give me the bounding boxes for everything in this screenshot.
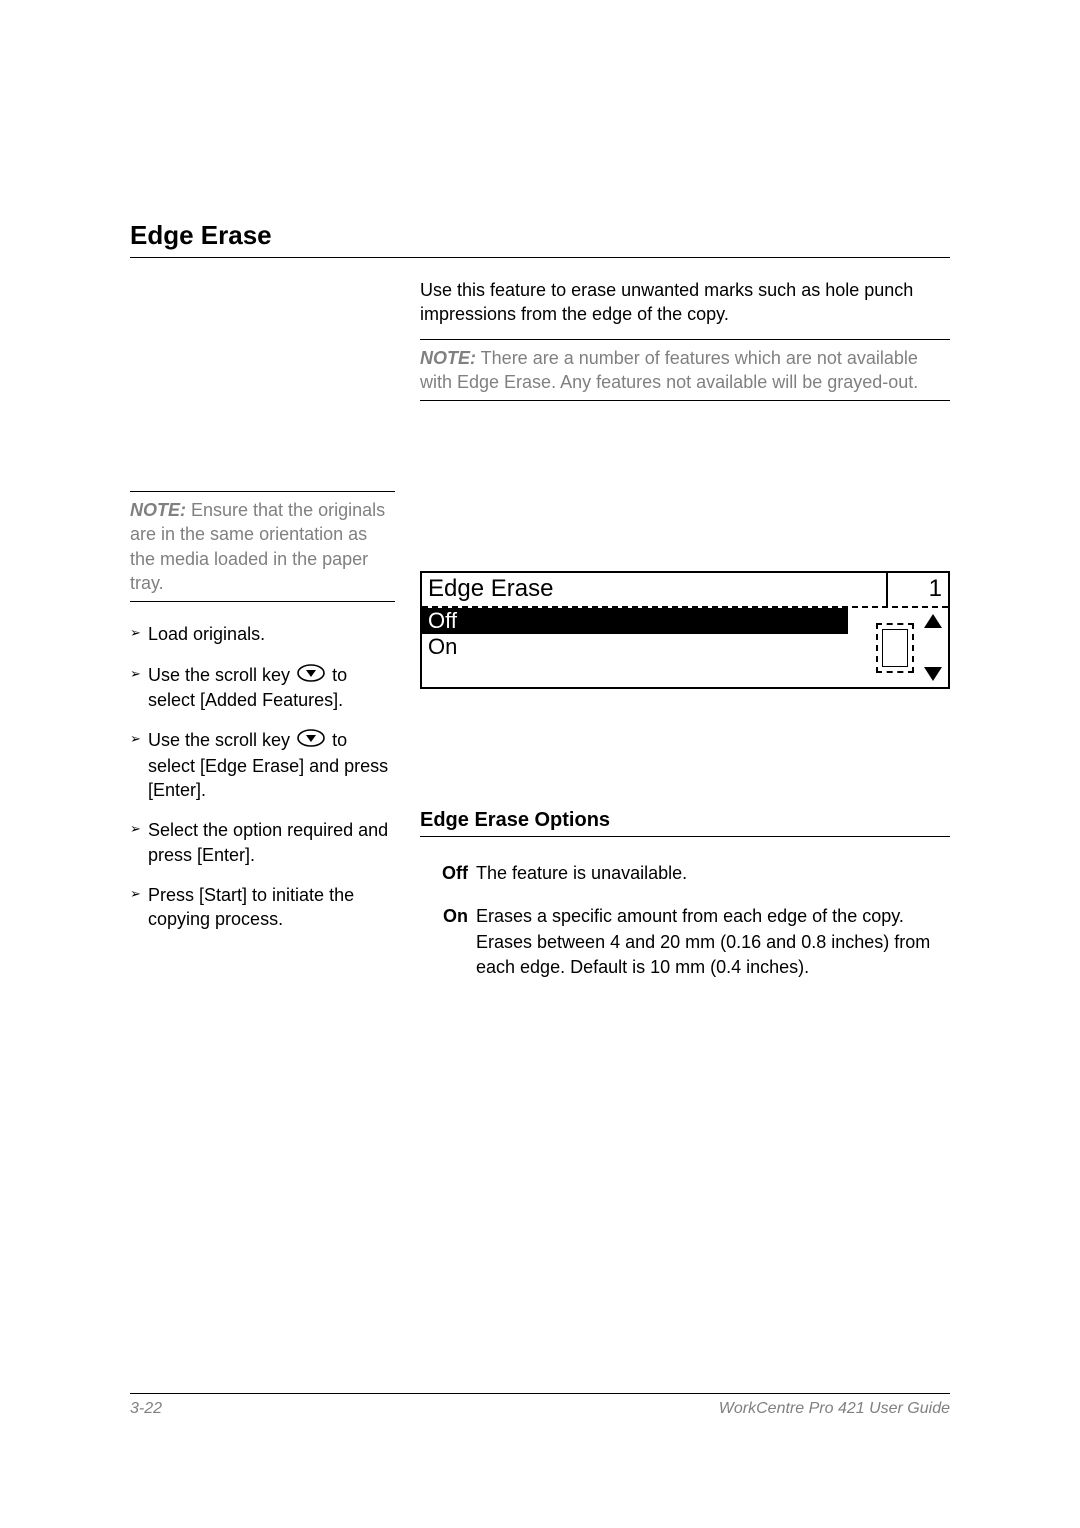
display-title: Edge Erase — [422, 573, 886, 606]
scroll-key-down-icon — [297, 664, 325, 688]
page-footer: 3-22 WorkCentre Pro 421 User Guide — [130, 1393, 950, 1418]
display-option-off: Off — [422, 608, 848, 634]
step-item: Load originals. — [130, 622, 395, 646]
step-text: Press [Start] to initiate the copying pr… — [148, 885, 354, 929]
body-row: NOTE: Ensure that the originals are in t… — [130, 401, 950, 998]
option-row-off: Off The feature is unavailable. — [420, 861, 950, 886]
step-item: Select the option required and press [En… — [130, 818, 395, 867]
display-option-blank — [422, 661, 848, 687]
options-table: Off The feature is unavailable. On Erase… — [420, 861, 950, 980]
display-option-on: On — [422, 634, 848, 660]
display-side — [848, 608, 948, 687]
options-subsection: Edge Erase Options Off The feature is un… — [420, 809, 950, 980]
page-number: 3-22 — [130, 1400, 162, 1418]
step-text: Use the scroll key — [148, 665, 295, 685]
option-label: On — [420, 904, 468, 980]
intro-left-empty — [130, 278, 395, 401]
page: Edge Erase Use this feature to erase unw… — [0, 0, 1080, 1528]
doc-title: WorkCentre Pro 421 User Guide — [719, 1400, 950, 1418]
step-item: Use the scroll key to select [Added Feat… — [130, 663, 395, 713]
option-row-on: On Erases a specific amount from each ed… — [420, 904, 950, 980]
steps-list: Load originals. Use the scroll key to se… — [130, 622, 395, 931]
section-heading: Edge Erase — [130, 220, 950, 258]
option-desc: The feature is unavailable. — [476, 861, 950, 886]
paper-icon — [876, 623, 914, 673]
display-count: 1 — [886, 573, 948, 606]
top-note: NOTE: There are a number of features whi… — [420, 339, 950, 402]
note-label: NOTE: — [420, 348, 476, 368]
left-column: NOTE: Ensure that the originals are in t… — [130, 401, 395, 998]
note-label: NOTE: — [130, 500, 186, 520]
display-options: Off On — [422, 608, 848, 687]
option-desc: Erases a specific amount from each edge … — [476, 904, 950, 980]
display-body: Off On — [422, 608, 948, 687]
arrow-down-icon — [924, 667, 942, 681]
step-text: Load originals. — [148, 624, 265, 644]
scroll-arrows — [924, 612, 942, 683]
subsection-heading: Edge Erase Options — [420, 809, 950, 837]
display-header: Edge Erase 1 — [422, 573, 948, 608]
top-note-text: There are a number of features which are… — [420, 348, 918, 392]
scroll-key-down-icon — [297, 729, 325, 753]
step-item: Use the scroll key to select [Edge Erase… — [130, 728, 395, 802]
lcd-display: Edge Erase 1 Off On — [420, 571, 950, 689]
arrow-up-icon — [924, 614, 942, 628]
step-text: Use the scroll key — [148, 730, 295, 750]
step-text: Select the option required and press [En… — [148, 820, 388, 864]
step-item: Press [Start] to initiate the copying pr… — [130, 883, 395, 932]
intro-text: Use this feature to erase unwanted marks… — [420, 278, 950, 327]
right-column: Edge Erase 1 Off On — [420, 401, 950, 998]
option-label: Off — [420, 861, 468, 886]
side-note: NOTE: Ensure that the originals are in t… — [130, 491, 395, 602]
intro-row: Use this feature to erase unwanted marks… — [130, 278, 950, 401]
intro-right: Use this feature to erase unwanted marks… — [420, 278, 950, 401]
